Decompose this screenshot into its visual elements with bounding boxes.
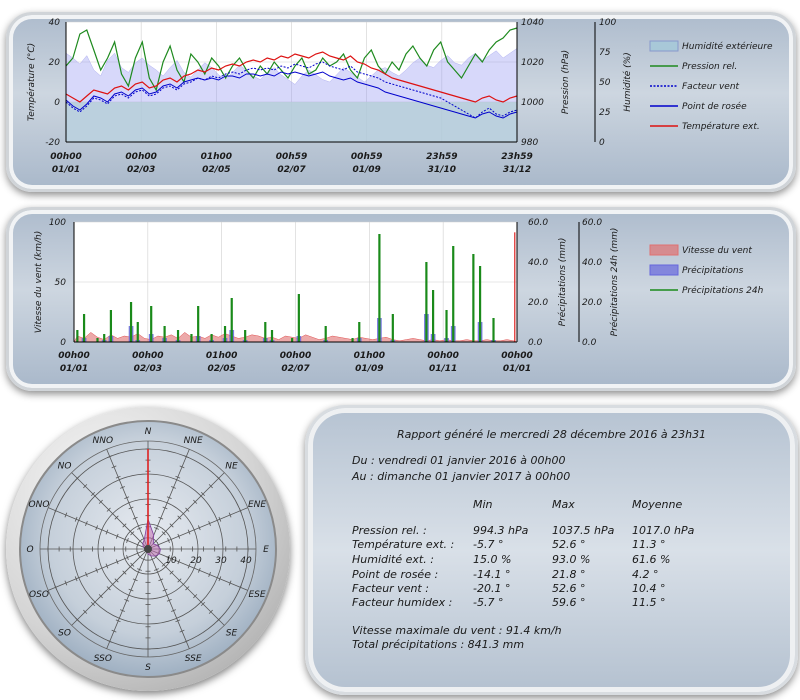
- report-to: Au : dimanche 01 janvier 2017 à 00h00: [352, 470, 571, 483]
- report-row-avg: 1017.0 hPa: [632, 524, 695, 537]
- climate-chart-panel: [6, 12, 796, 192]
- report-row-label: Température ext. :: [352, 538, 455, 551]
- report-rain-total: Total précipitations : 841.3 mm: [352, 638, 525, 651]
- report-row-max: 59.6 °: [552, 596, 586, 609]
- report-row-label: Humidité ext. :: [352, 553, 434, 566]
- report-row-max: 52.6 °: [552, 582, 586, 595]
- report-row-label: Pression rel. :: [352, 524, 427, 537]
- report-row-avg: 11.3 °: [632, 538, 666, 551]
- report-header-min: Min: [473, 498, 493, 511]
- report-row-min: 15.0 %: [473, 553, 512, 566]
- report-title: Rapport généré le mercredi 28 décembre 2…: [396, 428, 707, 441]
- report-row-max: 1037.5 hPa: [552, 524, 615, 537]
- report-row-max: 21.8 °: [552, 568, 586, 581]
- report-panel: Rapport généré le mercredi 28 décembre 2…: [305, 405, 798, 695]
- report-row-avg: 4.2 °: [632, 568, 659, 581]
- report-row-max: 93.0 %: [552, 553, 591, 566]
- report-row-max: 52.6 °: [552, 538, 586, 551]
- report-header-avg: Moyenne: [632, 498, 683, 511]
- report-row-avg: 61.6 %: [632, 553, 671, 566]
- report-row-avg: 11.5 °: [632, 596, 666, 609]
- report-row-min: -20.1 °: [473, 582, 511, 595]
- wind-rose-bezel: [6, 407, 290, 691]
- wind-rain-chart-panel: [6, 207, 796, 391]
- report-row-avg: 10.4 °: [632, 582, 666, 595]
- report-from: Du : vendredi 01 janvier 2016 à 00h00: [352, 454, 566, 467]
- report-row-label: Point de rosée :: [352, 568, 439, 581]
- report-row-label: Facteur humidex :: [352, 596, 453, 609]
- report-wind-max: Vitesse maximale du vent : 91.4 km/h: [352, 624, 562, 637]
- report-row-label: Facteur vent :: [352, 582, 429, 595]
- report-row-min: -14.1 °: [473, 568, 511, 581]
- report-row-min: -5.7 °: [473, 596, 504, 609]
- report-row-min: -5.7 °: [473, 538, 504, 551]
- report-header-max: Max: [552, 498, 575, 511]
- report-row-min: 994.3 hPa: [473, 524, 529, 537]
